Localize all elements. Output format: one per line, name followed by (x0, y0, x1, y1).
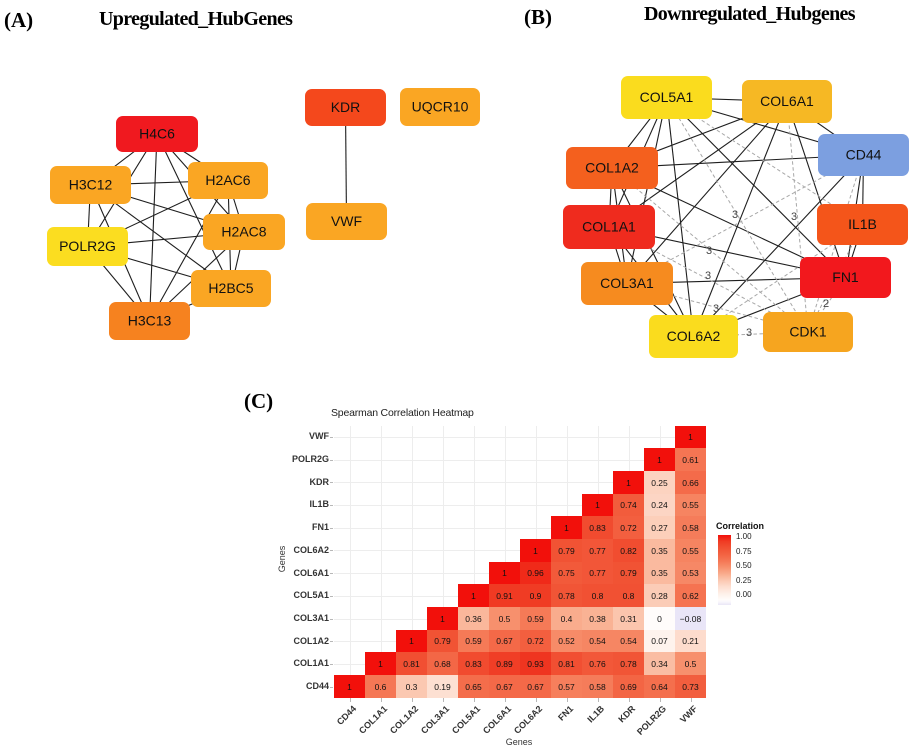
svg-text:COL1A1: COL1A1 (582, 219, 636, 235)
svg-text:H2AC8: H2AC8 (221, 224, 266, 240)
svg-text:H2BC5: H2BC5 (208, 280, 253, 296)
svg-text:3: 3 (705, 270, 711, 282)
svg-text:3: 3 (706, 245, 712, 257)
svg-text:H3C13: H3C13 (128, 313, 172, 329)
svg-text:3: 3 (713, 303, 719, 315)
svg-text:UQCR10: UQCR10 (412, 99, 469, 115)
svg-text:CD44: CD44 (846, 147, 882, 163)
svg-text:COL6A2: COL6A2 (667, 328, 721, 344)
svg-text:H4C6: H4C6 (139, 126, 175, 142)
svg-text:COL3A1: COL3A1 (600, 275, 654, 291)
svg-text:VWF: VWF (331, 213, 362, 229)
svg-text:H3C12: H3C12 (69, 177, 113, 193)
svg-text:KDR: KDR (331, 99, 361, 115)
svg-text:3: 3 (732, 209, 738, 221)
svg-text:POLR2G: POLR2G (59, 238, 116, 254)
svg-text:CDK1: CDK1 (789, 324, 827, 340)
svg-text:COL6A1: COL6A1 (760, 93, 814, 109)
svg-text:3: 3 (791, 211, 797, 223)
svg-text:FN1: FN1 (832, 269, 859, 285)
svg-text:COL1A2: COL1A2 (585, 160, 639, 176)
svg-text:3: 3 (746, 327, 752, 339)
svg-text:COL5A1: COL5A1 (640, 89, 694, 105)
svg-text:IL1B: IL1B (848, 216, 877, 232)
svg-text:H2AC6: H2AC6 (205, 172, 250, 188)
svg-text:2: 2 (823, 298, 829, 310)
